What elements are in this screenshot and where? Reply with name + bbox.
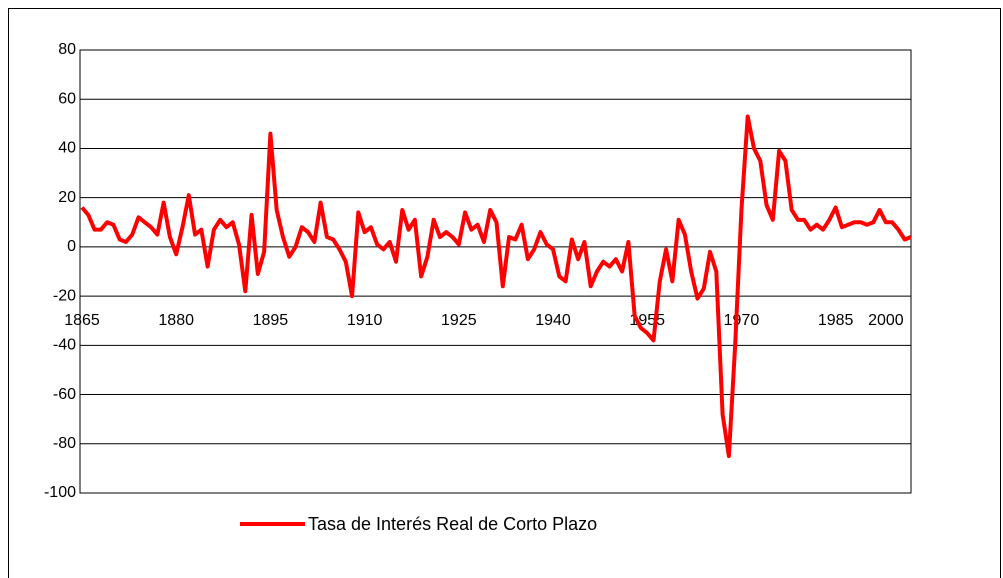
y-tick-label: 40 — [58, 140, 76, 157]
x-tick-label: 1970 — [724, 312, 760, 329]
plot-area — [79, 49, 912, 494]
legend-label: Tasa de Interés Real de Corto Plazo — [308, 514, 597, 534]
y-tick-label: -80 — [53, 435, 76, 452]
x-tick-label: 1865 — [64, 312, 100, 329]
y-tick-label: -40 — [53, 337, 76, 354]
x-tick-label: 1880 — [158, 312, 194, 329]
y-tick-label: -100 — [44, 484, 76, 501]
x-tick-label: 1925 — [441, 312, 477, 329]
x-tick-label: 2000 — [868, 312, 904, 329]
x-tick-label: 1940 — [535, 312, 571, 329]
y-tick-label: 80 — [58, 41, 76, 58]
y-tick-label: -60 — [53, 386, 76, 403]
x-tick-label: 1985 — [818, 312, 854, 329]
y-tick-label: 0 — [67, 238, 76, 255]
data-line — [80, 114, 912, 459]
y-tick-label: -20 — [53, 287, 76, 304]
x-tick-label: 1895 — [253, 312, 289, 329]
x-tick-label: 1910 — [347, 312, 383, 329]
y-tick-label: 60 — [58, 90, 76, 107]
y-tick-label: 20 — [58, 189, 76, 206]
